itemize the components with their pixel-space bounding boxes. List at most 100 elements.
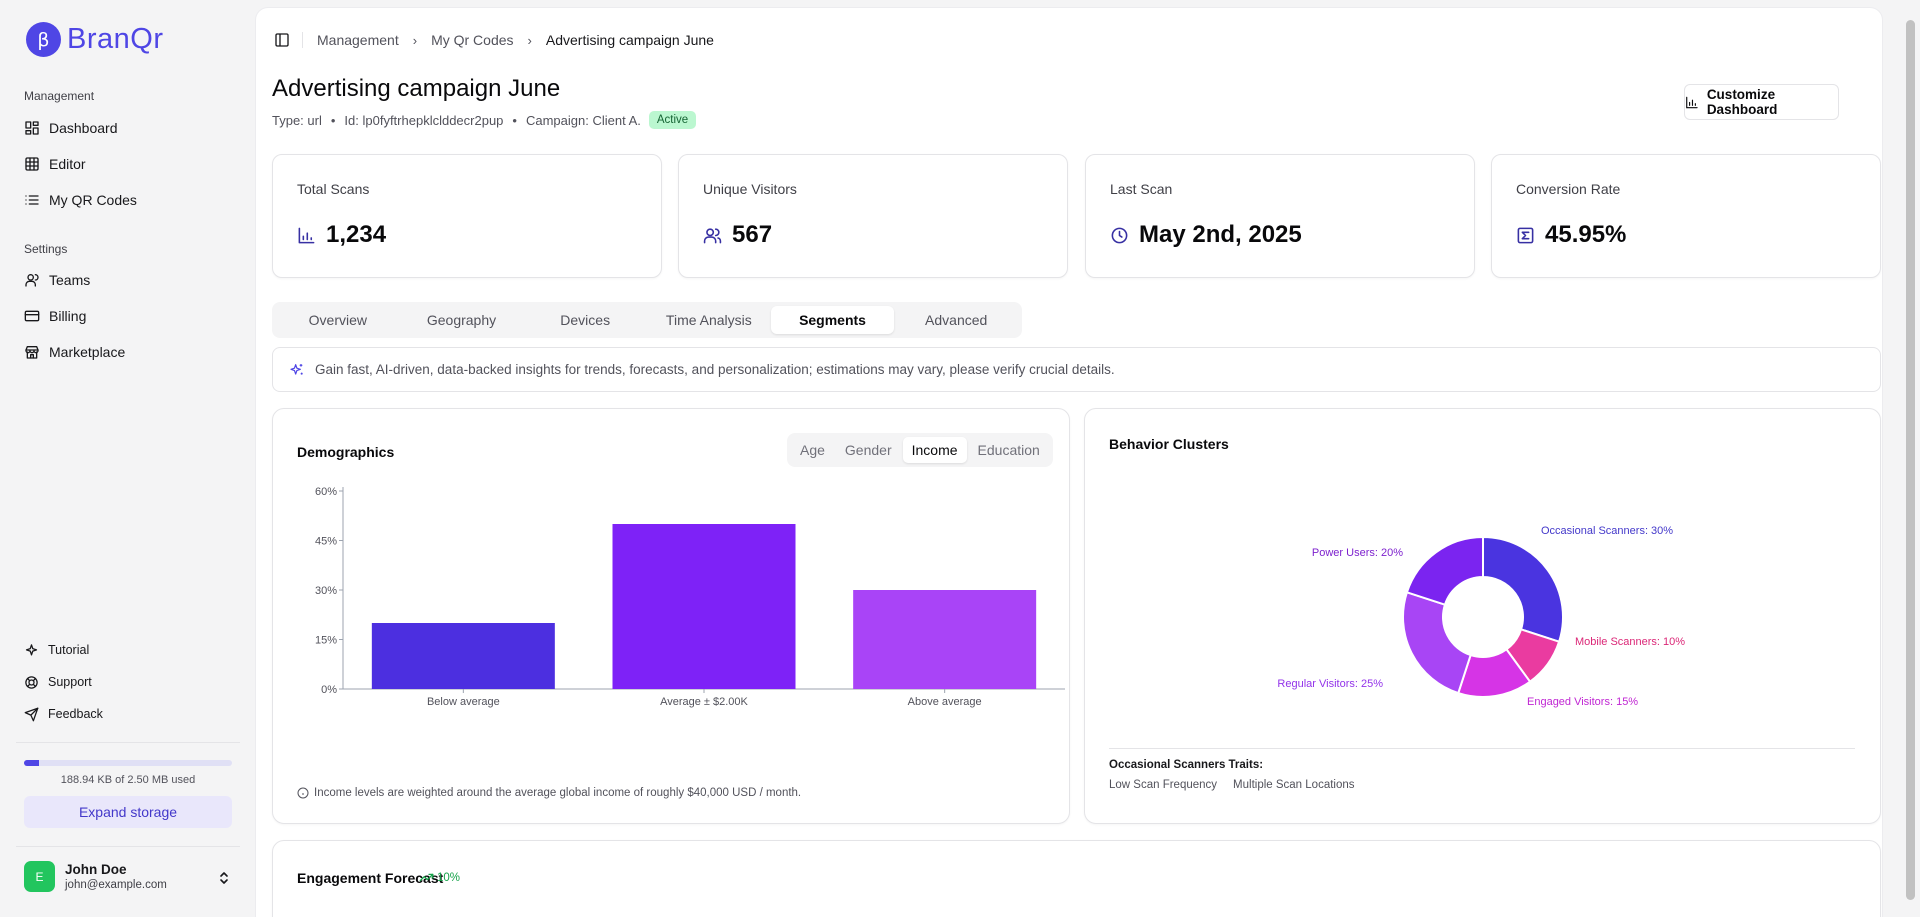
lifebuoy-icon bbox=[25, 675, 38, 689]
storage-progress-bar bbox=[24, 760, 232, 766]
sidebar-item-label: Billing bbox=[49, 308, 87, 324]
divider bbox=[16, 742, 240, 743]
y-tick-label: 30% bbox=[315, 585, 337, 597]
divider bbox=[16, 846, 240, 847]
customize-dashboard-button[interactable]: Customize Dashboard bbox=[1684, 84, 1839, 120]
forecast-change: 10% bbox=[419, 870, 460, 885]
breadcrumb-item-current: Advertising campaign June bbox=[545, 32, 714, 48]
engagement-forecast-card: Engagement Forecast 10% bbox=[272, 840, 1881, 917]
breadcrumb: Management › My Qr Codes › Advertising c… bbox=[274, 32, 714, 48]
sidebar-item-label: Support bbox=[48, 675, 92, 689]
slice-label: Mobile Scanners: 10% bbox=[1575, 636, 1685, 648]
sidebar-item-billing[interactable]: Billing bbox=[24, 304, 86, 328]
tab-segments[interactable]: Segments bbox=[770, 306, 895, 334]
section-management: Management bbox=[24, 89, 95, 103]
sigma-icon bbox=[1517, 227, 1534, 243]
scrollbar-thumb[interactable] bbox=[1906, 20, 1915, 900]
trending-up-icon bbox=[419, 873, 434, 882]
breadcrumb-item-my-qr-codes[interactable]: My Qr Codes bbox=[431, 32, 514, 48]
segment-income[interactable]: Income bbox=[902, 437, 967, 463]
sidebar-item-marketplace[interactable]: Marketplace bbox=[24, 340, 125, 364]
sparkles-icon bbox=[290, 363, 303, 375]
stat-card-total-scans: Total Scans 1,234 bbox=[272, 154, 662, 278]
tab-time-analysis[interactable]: Time Analysis bbox=[665, 312, 752, 328]
clock-icon bbox=[1111, 227, 1128, 243]
sidebar-item-label: Tutorial bbox=[48, 643, 90, 657]
x-tick-label: Below average bbox=[427, 696, 500, 708]
sidebar-item-teams[interactable]: Teams bbox=[24, 268, 90, 292]
demographics-card: Demographics Age Gender Income Education… bbox=[272, 408, 1070, 824]
demographics-title: Demographics bbox=[297, 444, 395, 460]
main-content: Management › My Qr Codes › Advertising c… bbox=[256, 8, 1882, 917]
segment-gender[interactable]: Gender bbox=[844, 442, 892, 458]
breadcrumb-item-management[interactable]: Management bbox=[317, 32, 399, 48]
qr-meta: Type: url • Id: lp0fyftrhepklclddecr2pup… bbox=[272, 111, 697, 129]
tab-overview[interactable]: Overview bbox=[308, 312, 368, 328]
sidebar-item-my-qr-codes[interactable]: My QR Codes bbox=[24, 188, 137, 212]
donut-slice bbox=[1402, 591, 1472, 695]
traits-list: Low Scan Frequency Multiple Scan Locatio… bbox=[1109, 779, 1355, 791]
divider bbox=[1109, 748, 1855, 749]
slice-label: Occasional Scanners: 30% bbox=[1541, 525, 1673, 537]
bar-chart-icon bbox=[298, 227, 315, 243]
brand-name: BranQr bbox=[67, 23, 164, 55]
user-menu[interactable]: E John Doe john@example.com bbox=[24, 861, 167, 892]
y-tick-label: 0% bbox=[321, 684, 337, 696]
stat-card-conversion-rate: Conversion Rate 45.95% bbox=[1491, 154, 1881, 278]
stat-card-unique-visitors: Unique Visitors 567 bbox=[678, 154, 1068, 278]
credit-card-icon bbox=[24, 310, 40, 322]
forecast-change-value: 10% bbox=[437, 871, 461, 884]
stat-label: Unique Visitors bbox=[703, 181, 797, 197]
logo-icon: β bbox=[26, 22, 61, 57]
status-badge: Active bbox=[648, 111, 697, 129]
stat-label: Last Scan bbox=[1110, 181, 1173, 197]
storage-progress-fill bbox=[24, 760, 40, 766]
sidebar-item-label: Dashboard bbox=[49, 120, 118, 136]
behavior-title: Behavior Clusters bbox=[1109, 436, 1229, 452]
user-email: john@example.com bbox=[65, 879, 167, 891]
behavior-clusters-card: Behavior Clusters Occasional Scanners: 3… bbox=[1084, 408, 1881, 824]
sidebar-item-label: Teams bbox=[49, 272, 91, 288]
traits-title: Occasional Scanners Traits: bbox=[1109, 759, 1264, 771]
layout-grid-icon bbox=[25, 121, 39, 135]
divider bbox=[302, 32, 303, 48]
sidebar-item-editor[interactable]: Editor bbox=[24, 152, 86, 176]
income-bar-chart: 0% 15% 30% 45% 60% Below average Average ± $2.… bbox=[315, 486, 1065, 708]
sidebar-item-feedback[interactable]: Feedback bbox=[24, 702, 103, 726]
separator-dot: • bbox=[512, 112, 517, 128]
tab-advanced[interactable]: Advanced bbox=[925, 312, 988, 328]
donut-slice bbox=[1405, 535, 1484, 606]
expand-storage-button[interactable]: Expand storage bbox=[24, 796, 232, 828]
sidebar-item-dashboard[interactable]: Dashboard bbox=[24, 116, 118, 140]
sidebar-item-label: Feedback bbox=[48, 707, 103, 721]
slice-label: Engaged Visitors: 15% bbox=[1527, 696, 1638, 708]
info-icon bbox=[297, 787, 309, 799]
sidebar-item-label: Marketplace bbox=[49, 344, 126, 360]
tab-geography[interactable]: Geography bbox=[426, 312, 497, 328]
bar-chart-icon bbox=[1686, 96, 1698, 108]
y-tick-label: 15% bbox=[315, 635, 337, 647]
list-icon bbox=[25, 195, 39, 205]
y-tick-label: 60% bbox=[315, 486, 337, 498]
chevron-up-down-icon[interactable] bbox=[218, 870, 230, 886]
stat-value: 1,234 bbox=[326, 221, 387, 248]
chevron-right-icon: › bbox=[412, 32, 418, 48]
sidebar-item-tutorial[interactable]: Tutorial bbox=[24, 638, 89, 662]
x-tick-label: Above average bbox=[908, 696, 982, 708]
brand-logo[interactable]: β BranQr bbox=[26, 22, 163, 57]
send-icon bbox=[24, 707, 39, 721]
sidebar-item-label: My QR Codes bbox=[49, 192, 137, 208]
qr-campaign: Campaign: Client A. bbox=[525, 112, 641, 128]
sidebar-item-support[interactable]: Support bbox=[24, 670, 92, 694]
segment-age[interactable]: Age bbox=[800, 442, 825, 458]
y-tick-label: 45% bbox=[315, 536, 337, 548]
segment-education[interactable]: Education bbox=[977, 442, 1040, 458]
chart-note: Income levels are weighted around the av… bbox=[297, 787, 801, 799]
demographics-segment-control: Age Gender Income Education bbox=[787, 433, 1053, 467]
sidebar-toggle-icon[interactable] bbox=[274, 32, 290, 48]
slice-label: Power Users: 20% bbox=[1312, 547, 1403, 559]
stat-value: 45.95% bbox=[1545, 221, 1627, 248]
qr-id: Id: lp0fyftrhepklclddecr2pup bbox=[344, 112, 504, 128]
tab-devices[interactable]: Devices bbox=[560, 312, 611, 328]
sidebar: β BranQr Management Dashboard Editor My … bbox=[0, 0, 256, 917]
